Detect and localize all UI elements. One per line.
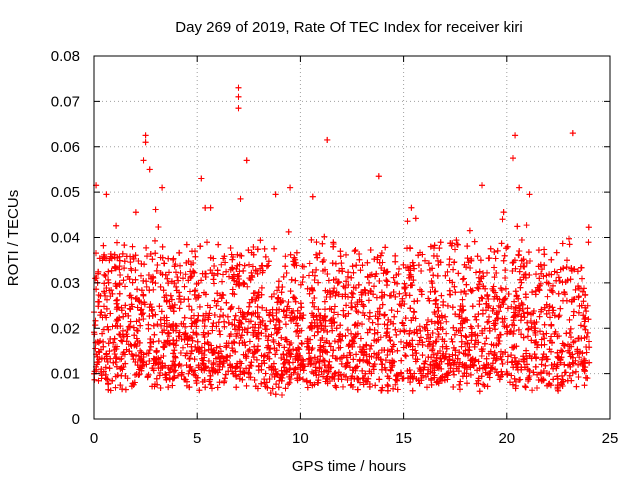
outlier-point (198, 175, 205, 182)
outlier-point (272, 191, 279, 198)
outlier-point (103, 191, 110, 198)
x-tick-labels: 0 5 10 15 20 25 (90, 430, 619, 447)
y-tick-label: 0.04 (51, 230, 80, 247)
outlier-point (512, 132, 519, 139)
x-tick-label: 15 (395, 430, 412, 447)
x-tick-label: 0 (90, 430, 98, 447)
y-tick-label: 0.08 (51, 48, 80, 65)
outlier-point (526, 191, 533, 198)
outlier-point (324, 136, 331, 143)
outlier-point (516, 184, 523, 191)
scatter-points (93, 84, 576, 202)
outlier-point (159, 184, 166, 191)
data-points (91, 84, 593, 398)
outlier-point (309, 193, 316, 200)
outlier-point (235, 105, 242, 112)
y-tick-label: 0.02 (51, 320, 80, 337)
outlier-point (235, 93, 242, 100)
x-axis-label: GPS time / hours (292, 458, 406, 475)
outlier-point (142, 132, 149, 139)
outlier-point (509, 155, 516, 162)
outlier-point (237, 195, 244, 202)
y-tick-labels: 0 0.01 0.02 0.03 0.04 0.05 0.06 0.07 0.08 (51, 48, 80, 428)
x-tick-label: 20 (498, 430, 515, 447)
outlier-point (146, 166, 153, 173)
scatter-points (93, 204, 592, 394)
outlier-point (243, 157, 250, 164)
outlier-point (287, 184, 294, 191)
outlier-point (479, 182, 486, 189)
outlier-point (375, 173, 382, 180)
x-tick-label: 10 (292, 430, 309, 447)
chart-title: Day 269 of 2019, Rate Of TEC Index for r… (175, 19, 522, 36)
y-tick-label: 0.03 (51, 275, 80, 292)
y-tick-label: 0.07 (51, 93, 80, 110)
x-tick-label: 25 (602, 430, 619, 447)
y-tick-label: 0 (72, 411, 80, 428)
y-axis-label: ROTI / TECUs (5, 190, 22, 286)
outlier-point (140, 157, 147, 164)
scatter-points (91, 240, 592, 398)
grid (94, 56, 610, 419)
outlier-point (142, 139, 149, 146)
x-tick-label: 5 (193, 430, 201, 447)
y-tick-label: 0.01 (51, 366, 80, 383)
scatter-points (91, 204, 593, 398)
y-tick-label: 0.06 (51, 139, 80, 156)
plot-frame (93, 55, 611, 420)
outlier-point (569, 130, 576, 137)
outlier-point (235, 84, 242, 91)
y-tick-label: 0.05 (51, 184, 80, 201)
axis-ticks (93, 55, 611, 420)
